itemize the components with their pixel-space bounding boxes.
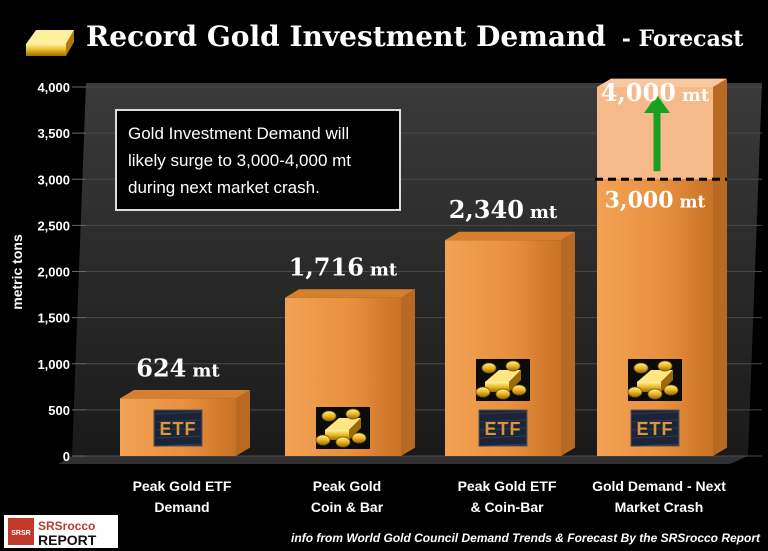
- category-label: Gold Demand - Next: [592, 478, 726, 494]
- annotation-line-1: Gold Investment Demand will: [128, 124, 349, 143]
- gold-coins-bars-icon: [627, 359, 682, 401]
- data-label: 624 mt: [136, 353, 220, 382]
- category-label: Coin & Bar: [311, 499, 384, 515]
- gold-coins-bars-icon: [315, 407, 370, 449]
- annotation-line-3: during next market crash.: [128, 178, 320, 197]
- data-label: 4,000 mt: [601, 78, 710, 107]
- srsrocco-logo: SRSR SRSrocco REPORT: [4, 515, 118, 548]
- category-label: & Coin-Bar: [470, 499, 544, 515]
- y-tick-label: 500: [48, 403, 70, 418]
- bars: ETF ETF ETF: [120, 78, 727, 456]
- bar-side: [236, 390, 250, 456]
- plot-floor: [58, 456, 748, 464]
- svg-text:ETF: ETF: [160, 419, 197, 439]
- up-arrow-icon: [644, 95, 670, 113]
- bar-top: [120, 390, 250, 399]
- y-tick-label: 1,000: [37, 357, 70, 372]
- svg-text:ETF: ETF: [637, 419, 674, 439]
- data-label-forecast-low: 3,000 mt: [605, 187, 706, 213]
- bar-side: [561, 231, 575, 456]
- y-tick-label: 0: [63, 449, 70, 464]
- bar-top: [445, 231, 575, 241]
- bar-4: ETF: [595, 78, 727, 456]
- bar-top: [285, 289, 415, 298]
- gold-coins-bars-icon: [475, 359, 530, 401]
- data-labels: 624 mt 1,716 mt 2,340 mt 3,000 mt 4,000 mt: [136, 78, 710, 382]
- logo-line-1: SRSrocco: [38, 519, 95, 533]
- etf-icon: ETF: [153, 409, 203, 447]
- etf-icon: ETF: [630, 409, 680, 447]
- bar-side: [713, 78, 727, 456]
- y-tick-label: 1,500: [37, 311, 70, 326]
- logo-line-2: REPORT: [38, 532, 97, 548]
- category-label: Demand: [154, 499, 209, 515]
- category-labels: Peak Gold ETF Demand Peak Gold Coin & Bar Pe…: [133, 478, 727, 515]
- bar-3: ETF: [445, 231, 575, 456]
- chart-title-suffix: - Forecast: [622, 26, 745, 52]
- svg-text:SRSR: SRSR: [11, 530, 30, 537]
- category-label: Peak Gold ETF: [133, 478, 232, 494]
- y-tick-label: 2,500: [37, 218, 70, 233]
- bar-1: ETF: [120, 390, 250, 456]
- annotation-line-2: likely surge to 3,000-4,000 mt: [128, 151, 351, 170]
- data-label: 1,716 mt: [289, 253, 398, 282]
- svg-text:ETF: ETF: [485, 419, 522, 439]
- etf-icon: ETF: [478, 409, 528, 447]
- y-tick-label: 3,000: [37, 172, 70, 187]
- y-axis-label: metric tons: [9, 234, 25, 310]
- bar-top: [597, 78, 727, 87]
- category-label: Market Crash: [615, 499, 704, 515]
- data-label: 2,340 mt: [449, 195, 558, 224]
- y-tick-label: 2,000: [37, 265, 70, 280]
- gold-bar-icon: [26, 30, 74, 56]
- annotation-box: Gold Investment Demand will likely surge…: [115, 109, 401, 211]
- y-tick-label: 4,000: [37, 80, 70, 95]
- chart-title: Record Gold Investment Demand - Forecast: [86, 20, 744, 53]
- footer-source: info from World Gold Council Demand Tren…: [291, 531, 761, 545]
- category-label: Peak Gold: [313, 478, 381, 494]
- y-axis-ticks: 0 500 1,000 1,500 2,000 2,500 3,000 3,500 4,000: [37, 80, 70, 464]
- chart-title-main: Record Gold Investment Demand: [86, 20, 606, 53]
- category-label: Peak Gold ETF: [458, 478, 557, 494]
- arrow-shaft: [653, 111, 661, 172]
- bar-2: [285, 289, 415, 456]
- y-tick-label: 3,500: [37, 126, 70, 141]
- bar-side: [401, 289, 415, 456]
